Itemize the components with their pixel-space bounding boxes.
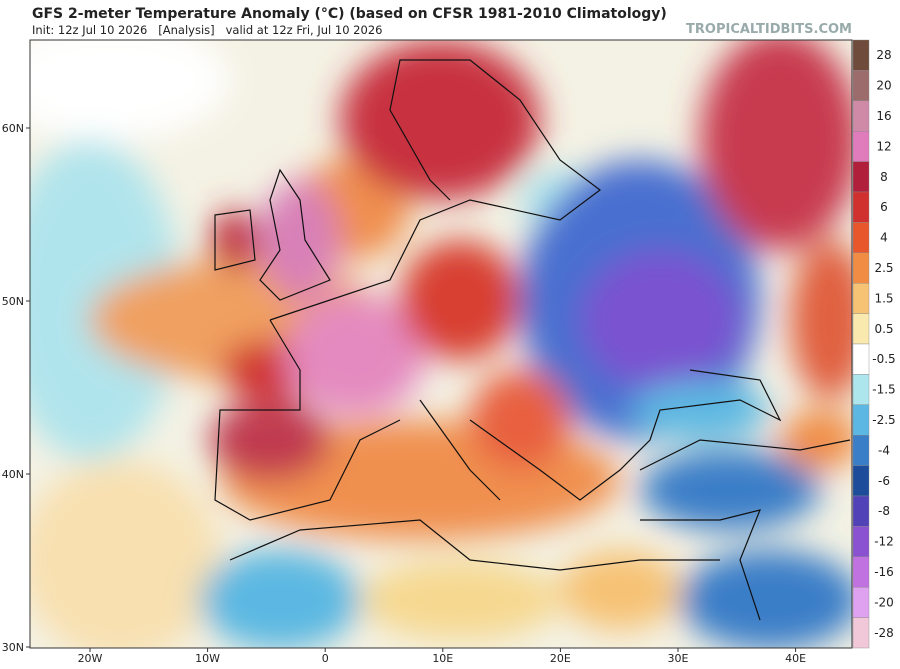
colorbar-segment bbox=[852, 313, 870, 345]
lon-label: 40E bbox=[785, 652, 806, 665]
colorbar-segment bbox=[852, 283, 870, 314]
subtitle: Init: 12z Jul 10 2026 [Analysis] valid a… bbox=[32, 23, 382, 37]
lon-label: 30E bbox=[668, 652, 689, 665]
colorbar-segment bbox=[852, 70, 870, 102]
lat-label: 40N bbox=[2, 468, 24, 481]
colorbar-segment bbox=[852, 556, 870, 588]
lon-label: 10E bbox=[432, 652, 453, 665]
colorbar-label: 8 bbox=[880, 170, 888, 184]
colorbar-segment bbox=[852, 222, 870, 253]
lat-label: 60N bbox=[2, 122, 24, 135]
colorbar-label: -20 bbox=[874, 595, 894, 609]
colorbar-label: -6 bbox=[878, 474, 890, 488]
colorbar-label: -0.5 bbox=[872, 352, 895, 366]
colorbar-segment bbox=[852, 404, 870, 436]
lon-label: 0 bbox=[322, 652, 329, 665]
colorbar-segment bbox=[852, 435, 870, 466]
colorbar-segment bbox=[852, 161, 870, 193]
lat-label: 30N bbox=[2, 641, 24, 654]
colorbar-label: -4 bbox=[878, 443, 890, 457]
colorbar-segment bbox=[852, 252, 870, 284]
colorbar-label: 4 bbox=[880, 231, 888, 245]
coastlines bbox=[214, 59, 851, 621]
colorbar-segment bbox=[852, 39, 870, 71]
axis-labels: 60N 50N 40N 30N 20W 10W 0 10E 20E 30E 40E bbox=[2, 122, 806, 665]
colorbar-label: 1.5 bbox=[874, 291, 893, 305]
colorbar-segment bbox=[852, 495, 870, 527]
colorbar-segment bbox=[852, 100, 870, 132]
colorbar: 28 20 16 12 8 6 4 2.5 1.5 0.5 -0.5 -1.5 -2.5 -4 -6 -8 -1… bbox=[852, 39, 896, 649]
colorbar-label: 2.5 bbox=[874, 261, 893, 275]
colorbar-label: 16 bbox=[876, 109, 891, 123]
lat-label: 50N bbox=[2, 295, 24, 308]
colorbar-segment bbox=[852, 343, 870, 375]
colorbar-segment bbox=[852, 526, 870, 558]
colorbar-label: -28 bbox=[874, 626, 894, 640]
colorbar-label: 6 bbox=[880, 200, 888, 214]
watermark: TROPICALTIDBITS.COM bbox=[686, 22, 852, 37]
colorbar-label: -12 bbox=[874, 535, 894, 549]
lon-label: 20E bbox=[550, 652, 571, 665]
colorbar-segment bbox=[852, 587, 870, 618]
anomaly-field bbox=[30, 40, 852, 648]
colorbar-segment bbox=[852, 465, 870, 497]
colorbar-segment bbox=[852, 130, 870, 162]
colorbar-label: -16 bbox=[874, 565, 894, 579]
colorbar-segment bbox=[852, 617, 870, 649]
colorbar-label: -1.5 bbox=[872, 383, 895, 397]
title: GFS 2-meter Temperature Anomaly (°C) (ba… bbox=[32, 6, 667, 22]
colorbar-label: -2.5 bbox=[872, 413, 895, 427]
colorbar-label: 20 bbox=[876, 79, 891, 93]
colorbar-label: 0.5 bbox=[874, 322, 893, 336]
colorbar-segment bbox=[852, 374, 870, 405]
colorbar-label: 12 bbox=[876, 139, 891, 153]
colorbar-segment bbox=[852, 191, 870, 223]
map-frame bbox=[29, 39, 853, 649]
colorbar-label: -8 bbox=[878, 504, 890, 518]
map bbox=[30, 40, 852, 648]
colorbar-label: 28 bbox=[876, 48, 891, 62]
lon-label: 20W bbox=[78, 652, 103, 665]
lon-label: 10W bbox=[195, 652, 220, 665]
